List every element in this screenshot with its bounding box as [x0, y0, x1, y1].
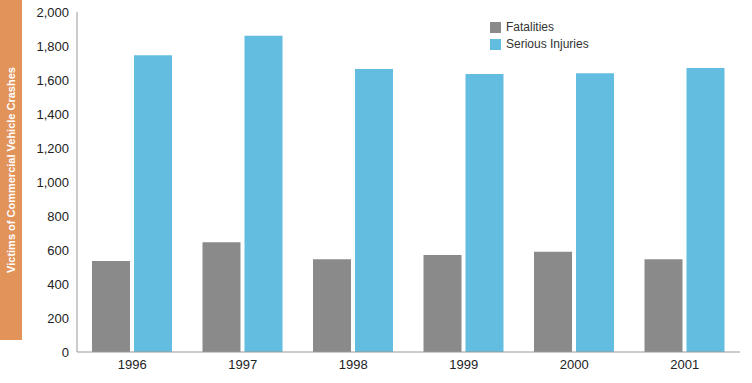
- svg-text:1,600: 1,600: [36, 73, 69, 88]
- html-text:Victims of Commercial Vehicle: Victims of Commercial Vehicle Crashes: [5, 67, 17, 273]
- svg-text:1999: 1999: [449, 357, 478, 372]
- svg-text:2000: 2000: [560, 357, 589, 372]
- svg-text:1997: 1997: [228, 357, 257, 372]
- svg-text:600: 600: [47, 243, 69, 258]
- svg-text:1998: 1998: [339, 357, 368, 372]
- svg-text:800: 800: [47, 209, 69, 224]
- svg-text:2001: 2001: [670, 357, 699, 372]
- svg-text:200: 200: [47, 311, 69, 326]
- svg-text:1996: 1996: [118, 357, 147, 372]
- svg-text:2,000: 2,000: [36, 5, 69, 20]
- svg-text:1,200: 1,200: [36, 141, 69, 156]
- svg-text:0: 0: [62, 345, 69, 360]
- html-text:Serious Injuries: Serious Injuries: [506, 37, 589, 51]
- svg-text:1,400: 1,400: [36, 107, 69, 122]
- html-text:Fatalities: Fatalities: [506, 20, 554, 34]
- svg-text:1,000: 1,000: [36, 175, 69, 190]
- svg-text:1,800: 1,800: [36, 39, 69, 54]
- svg-text:400: 400: [47, 277, 69, 292]
